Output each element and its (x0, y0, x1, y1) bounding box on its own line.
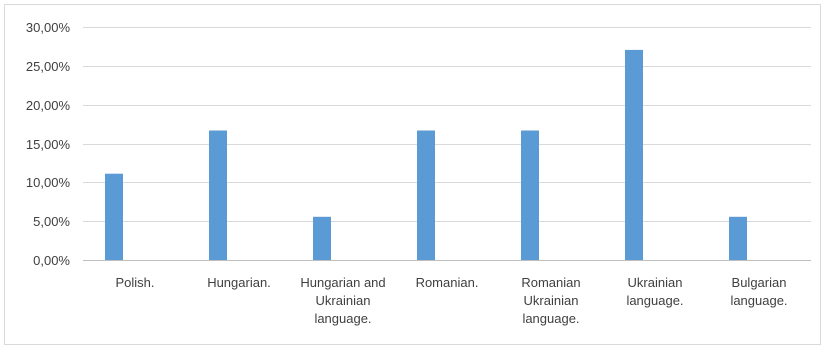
x-category-label-line: Romanian. (416, 275, 479, 290)
y-tick-label: 5,00% (33, 214, 70, 229)
bar (625, 49, 643, 261)
bars (105, 49, 747, 261)
x-category-label-line: Bulgarian (732, 275, 787, 290)
x-category-label: Hungarian and Ukrainian language. (300, 275, 385, 326)
bar (729, 216, 747, 260)
y-axis-ticks: 0,00% 5,00% 10,00% 15,00% 20,00% 25,00% 30,00% (26, 20, 71, 268)
x-category-label-line: Hungarian and (300, 275, 385, 290)
y-tick-label: 20,00% (26, 98, 71, 113)
x-category-label-line: Ukrainian (316, 293, 371, 308)
x-category-label-line: language. (626, 293, 683, 308)
y-tick-label: 30,00% (26, 20, 71, 35)
x-category-label-line: language. (314, 311, 371, 326)
x-category-label: Romanian. (416, 275, 479, 290)
x-category-label-line: Ukrainian (628, 275, 683, 290)
y-tick-label: 15,00% (26, 137, 71, 152)
chart-frame (4, 4, 821, 345)
x-category-label-line: Hungarian. (207, 275, 271, 290)
gridlines (83, 27, 811, 261)
y-tick-label: 25,00% (26, 59, 71, 74)
x-category-label: Bulgarian language. (730, 275, 787, 308)
bar (105, 173, 123, 260)
bar (521, 130, 539, 260)
x-category-label: Polish. (115, 275, 154, 290)
x-category-label-line: Polish. (115, 275, 154, 290)
bar (417, 130, 435, 260)
y-tick-label: 0,00% (33, 253, 70, 268)
x-category-label-line: Romanian (521, 275, 580, 290)
x-category-label: Hungarian. (207, 275, 271, 290)
bar (209, 130, 227, 260)
x-category-label-line: language. (522, 311, 579, 326)
y-tick-label: 10,00% (26, 175, 71, 190)
x-axis-categories: Polish. Hungarian. Hungarian and Ukrainian l… (115, 275, 787, 326)
x-category-label: Romanian Ukrainian language. (521, 275, 580, 326)
x-category-label: Ukrainian language. (626, 275, 683, 308)
x-category-label-line: Ukrainian (524, 293, 579, 308)
x-category-label-line: language. (730, 293, 787, 308)
bar (313, 216, 331, 260)
